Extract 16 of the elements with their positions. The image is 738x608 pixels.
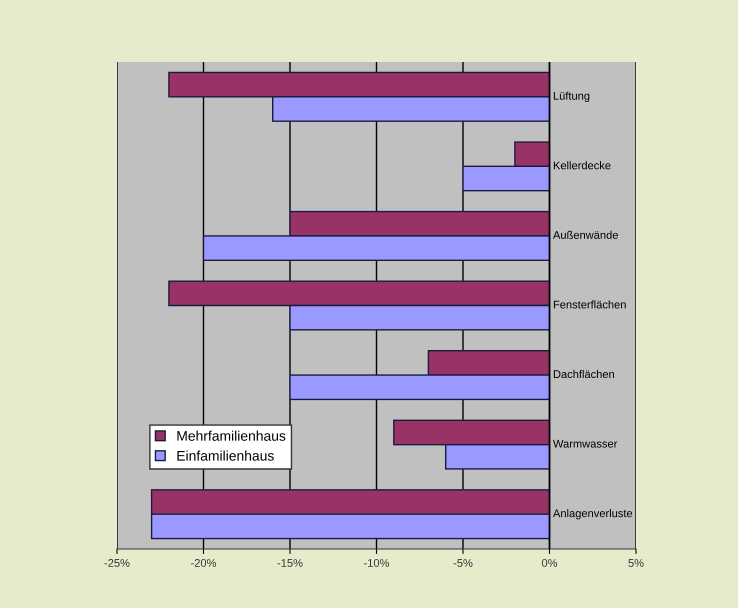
y-tick-label: Außenwände — [552, 230, 618, 239]
x-tick-label: 0% — [542, 559, 558, 567]
y-tick-label: Dachflächen — [554, 370, 614, 378]
x-tick-label: -5% — [454, 559, 472, 567]
legend-label: Mehrfamilienhaus — [177, 430, 286, 441]
y-tick-label: Fensterflächen — [554, 300, 626, 308]
x-tick-label: -10% — [364, 559, 390, 567]
y-tick-label: Warmwasser — [553, 440, 618, 448]
y-tick-label: Lüftung — [554, 92, 590, 102]
x-tick-label: 5% — [628, 559, 644, 567]
x-tick-label: -20% — [191, 559, 216, 567]
y-tick-label: Kellerdecke — [554, 161, 611, 170]
x-tick-label: -15% — [278, 559, 303, 567]
legend-label: Einfamilienhaus — [177, 450, 274, 461]
y-tick-label: Anlagenverluste — [552, 509, 632, 520]
x-tick-label: -25% — [104, 559, 130, 567]
